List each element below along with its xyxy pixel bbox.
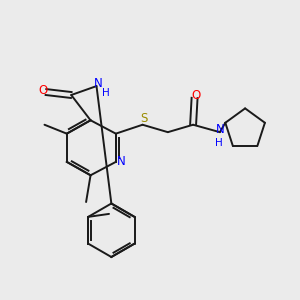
Text: N: N bbox=[117, 155, 125, 168]
Text: O: O bbox=[38, 84, 48, 97]
Text: N: N bbox=[94, 77, 102, 90]
Text: N: N bbox=[216, 123, 225, 136]
Text: H: H bbox=[101, 88, 109, 98]
Text: H: H bbox=[215, 138, 223, 148]
Text: O: O bbox=[191, 88, 201, 101]
Text: S: S bbox=[140, 112, 147, 125]
